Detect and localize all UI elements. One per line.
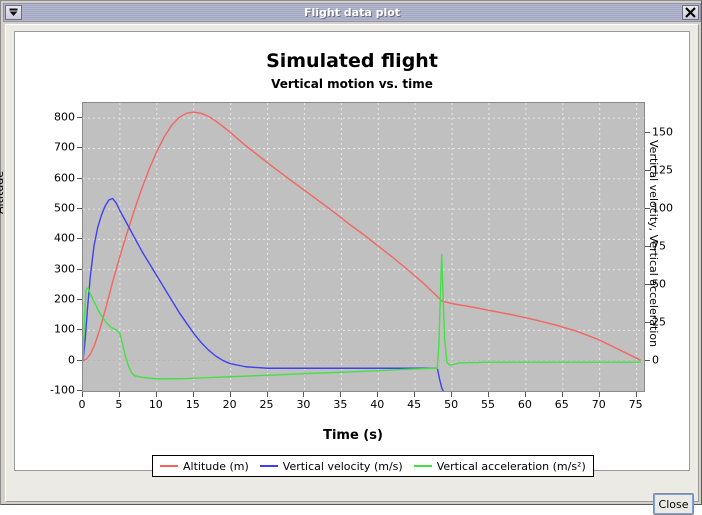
y-tickmark-left <box>77 208 82 210</box>
window-menu-button[interactable] <box>5 5 22 20</box>
x-tick-20: 20 <box>222 398 237 411</box>
legend-label: Vertical acceleration (m/s²) <box>436 459 586 473</box>
x-tickmark <box>524 392 526 397</box>
y-tick-left--100: -100 <box>50 383 75 397</box>
x-tick-10: 10 <box>148 398 163 411</box>
close-x-icon <box>685 7 696 18</box>
x-tickmark <box>635 392 637 397</box>
legend-item: Vertical acceleration (m/s²) <box>413 459 586 473</box>
legend-swatch <box>259 465 278 467</box>
x-tick-60: 60 <box>517 398 532 411</box>
y-tickmark-right <box>645 132 650 134</box>
y-tick-right-100: 100 <box>652 201 673 215</box>
x-tick-75: 75 <box>628 398 643 411</box>
y-tick-left-700: 700 <box>54 140 75 154</box>
y-tickmark-right <box>645 283 650 285</box>
legend-item: Vertical velocity (m/s) <box>259 459 403 473</box>
x-tick-15: 15 <box>185 398 200 411</box>
y-tick-left-500: 500 <box>54 201 75 215</box>
x-tick-40: 40 <box>370 398 385 411</box>
x-tickmark <box>561 392 563 397</box>
y-tickmark-left <box>77 177 82 179</box>
y-tickmark-right <box>645 208 650 210</box>
chart-subtitle: Vertical motion vs. time <box>271 77 433 91</box>
legend-swatch <box>413 465 432 467</box>
y-axis-left-label: Altitude <box>0 171 6 214</box>
y-tick-right-150: 150 <box>652 125 673 139</box>
x-tickmark <box>340 392 342 397</box>
x-tickmark <box>598 392 600 397</box>
window-menu-triangle-icon <box>9 8 18 16</box>
x-tick-45: 45 <box>407 398 422 411</box>
x-axis-label: Time (s) <box>323 428 383 443</box>
legend-label: Vertical velocity (m/s) <box>282 459 403 473</box>
window-content: Simulated flight Vertical motion vs. tim… <box>0 24 699 515</box>
legend-item: Altitude (m) <box>160 460 249 473</box>
plot-area <box>82 102 645 392</box>
legend-swatch <box>160 465 178 467</box>
y-tickmark-right <box>645 170 650 172</box>
y-tickmark-left <box>77 117 82 119</box>
x-tick-70: 70 <box>591 398 606 411</box>
x-tickmark <box>82 392 83 397</box>
y-tick-right-50: 50 <box>652 277 666 291</box>
y-tick-left-600: 600 <box>54 171 75 185</box>
x-tick-55: 55 <box>480 398 495 411</box>
y-tickmark-right <box>645 359 650 361</box>
y-tick-right-125: 125 <box>652 163 673 177</box>
y-tick-left-100: 100 <box>54 322 75 336</box>
x-tickmark <box>377 392 379 397</box>
x-tickmark <box>451 392 453 397</box>
x-tickmark <box>229 392 231 397</box>
x-tickmark <box>192 392 194 397</box>
y-tickmark-right <box>645 246 650 247</box>
y-tick-left-200: 200 <box>54 292 75 306</box>
y-tick-right-0: 0 <box>652 353 659 367</box>
x-tickmark <box>303 392 305 397</box>
x-tick-5: 5 <box>115 398 123 411</box>
close-button[interactable]: Close <box>653 493 694 515</box>
y-tickmark-right <box>645 321 650 323</box>
y-tick-left-800: 800 <box>54 110 75 124</box>
y-tickmark-left <box>77 299 82 301</box>
window-close-button[interactable] <box>682 5 699 20</box>
y-tickmark-left <box>77 238 82 240</box>
y-tick-left-0: 0 <box>68 353 75 367</box>
x-tickmark <box>487 392 489 397</box>
chart-title: Simulated flight <box>266 50 438 72</box>
chart-legend: Altitude (m) Vertical velocity (m/s) Verti… <box>152 455 594 477</box>
x-tick-30: 30 <box>296 398 311 411</box>
x-tick-35: 35 <box>333 398 348 411</box>
y-tickmark-left <box>77 390 82 391</box>
x-tickmark <box>155 392 157 397</box>
y-tick-left-400: 400 <box>54 231 75 245</box>
chart-panel: Simulated flight Vertical motion vs. tim… <box>0 31 690 477</box>
y-tickmark-left <box>77 359 82 361</box>
x-tick-65: 65 <box>554 398 569 411</box>
window-title: Flight data plot <box>303 6 401 19</box>
y-tick-right-75: 75 <box>652 239 666 253</box>
legend-label: Altitude (m) <box>183 459 249 473</box>
y-tickmark-left <box>77 268 82 270</box>
window-titlebar[interactable]: Flight data plot <box>3 3 701 22</box>
x-tickmark <box>414 392 416 397</box>
x-tickmark <box>118 392 120 397</box>
y-tick-right-25: 25 <box>652 315 666 329</box>
y-tickmark-left <box>77 329 82 331</box>
plot-canvas <box>83 103 644 391</box>
x-tick-0: 0 <box>78 398 86 411</box>
y-tickmark-left <box>77 147 82 149</box>
x-tickmark <box>266 392 268 397</box>
y-tick-left-300: 300 <box>54 262 75 276</box>
x-tick-50: 50 <box>444 398 459 411</box>
x-tick-25: 25 <box>259 398 274 411</box>
